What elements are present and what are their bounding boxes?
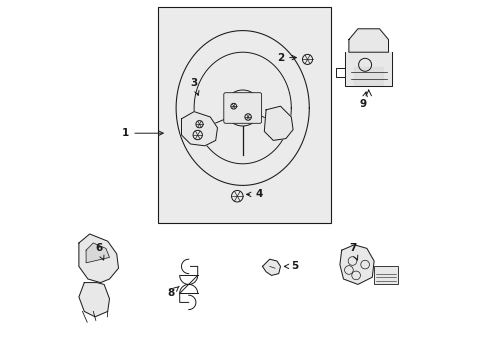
Text: 2: 2 [276,53,296,63]
Text: 6: 6 [95,243,104,260]
Polygon shape [264,106,292,140]
Polygon shape [181,112,217,146]
Text: 9: 9 [359,92,366,109]
Text: 8: 8 [167,286,179,298]
Text: 7: 7 [348,243,357,260]
Polygon shape [345,52,391,86]
Polygon shape [339,245,373,284]
Text: 5: 5 [284,261,298,271]
Polygon shape [354,67,382,85]
Polygon shape [79,283,109,317]
Bar [373,266,397,284]
Text: 3: 3 [190,78,199,95]
Polygon shape [348,29,387,52]
Polygon shape [86,243,109,263]
Polygon shape [79,234,118,283]
Text: 4: 4 [246,189,262,199]
Text: 1: 1 [122,128,163,138]
Circle shape [224,90,260,126]
FancyBboxPatch shape [224,93,261,123]
Bar [158,7,330,223]
Polygon shape [262,259,280,275]
